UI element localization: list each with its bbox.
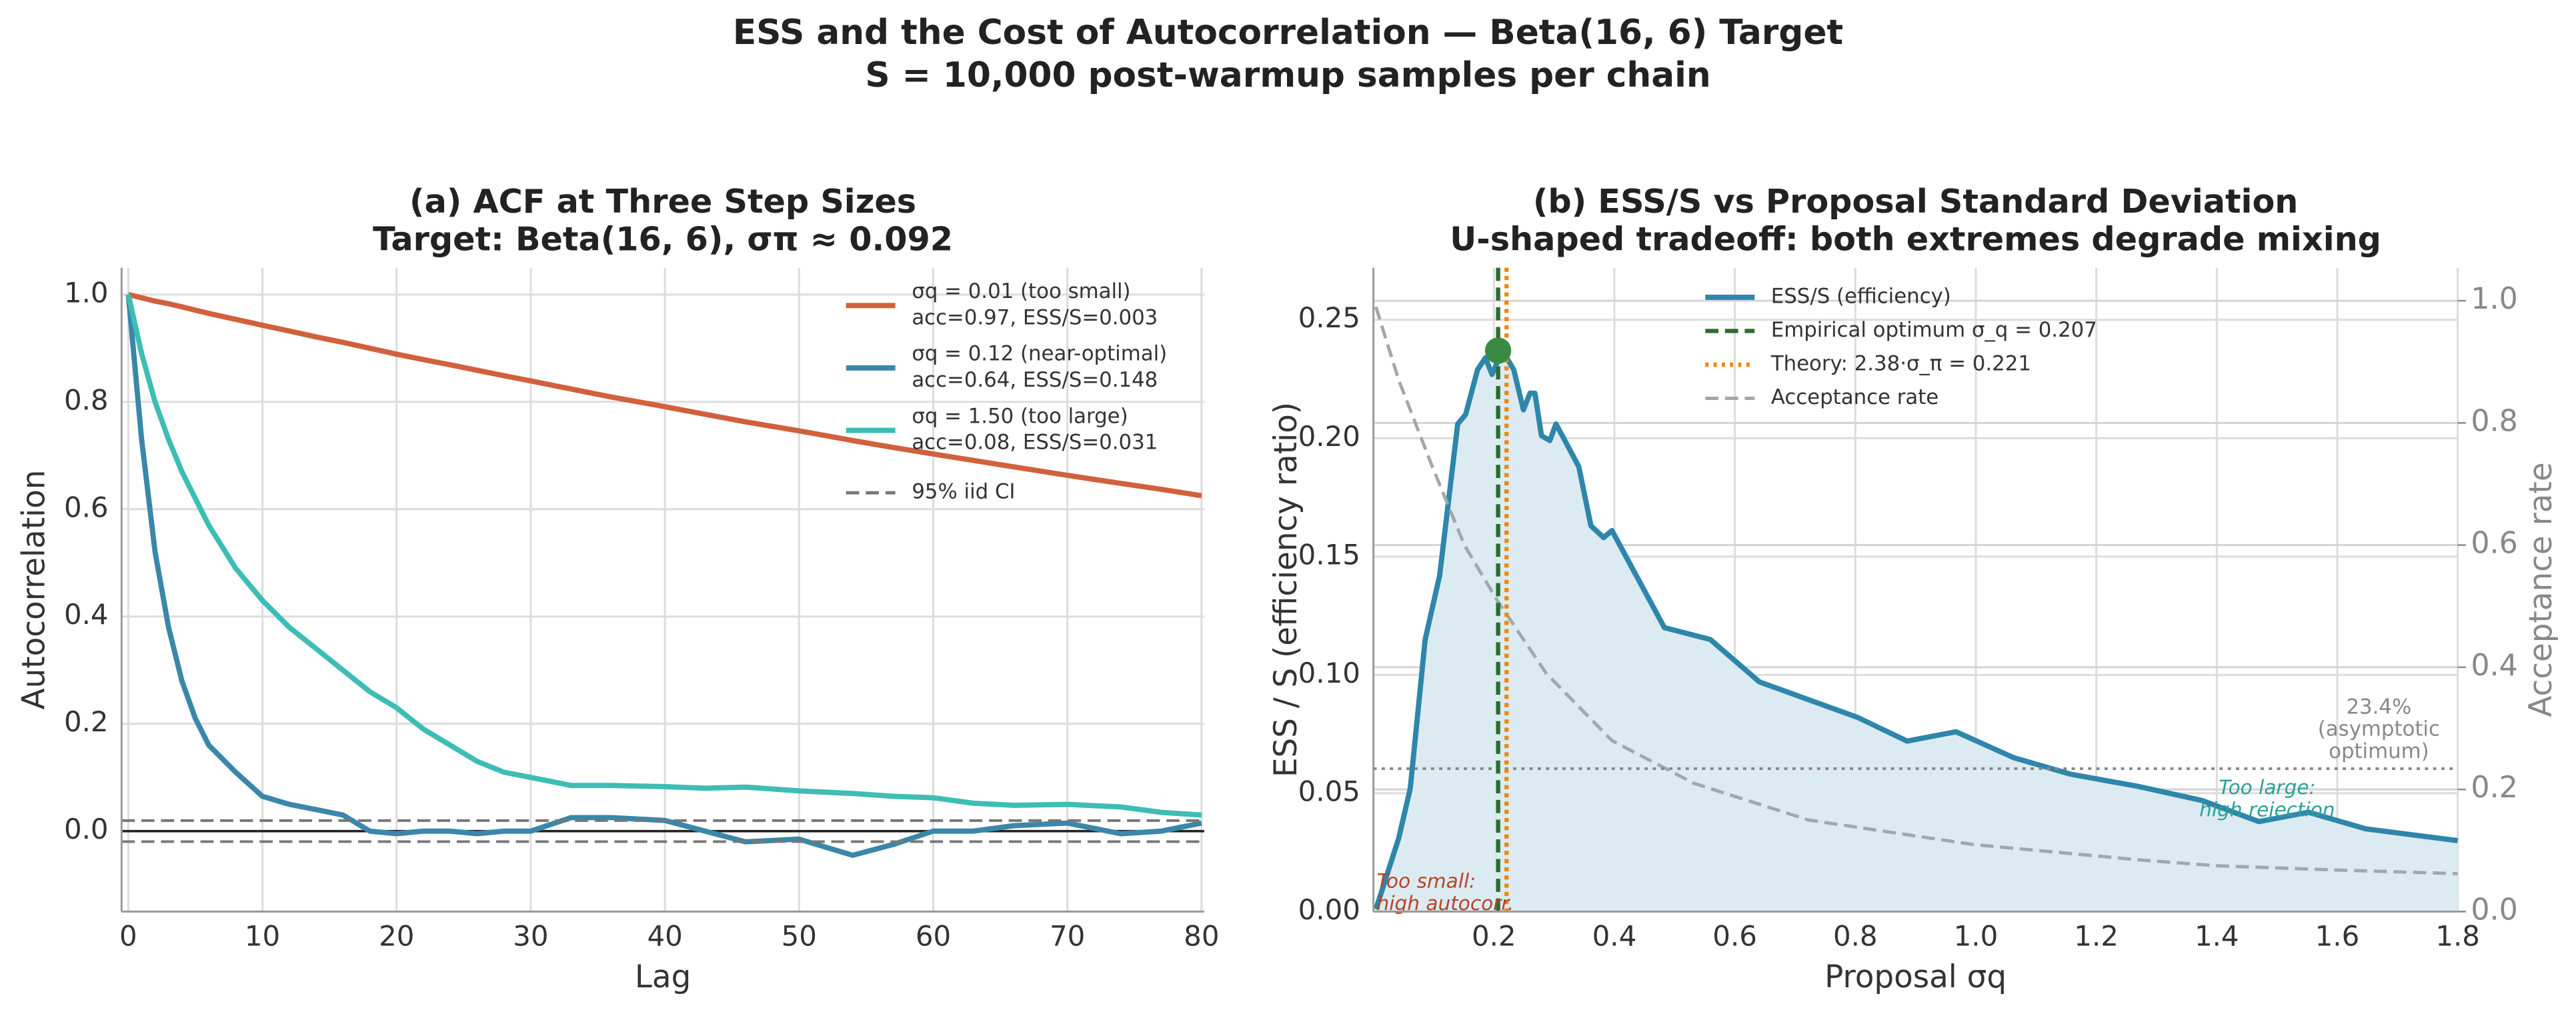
y-tick-label: 0.8 bbox=[64, 383, 109, 416]
panel-subtitle: U-shaped tradeoff: both extremes degrade… bbox=[1450, 220, 2381, 259]
x-axis-label: Proposal σq bbox=[1824, 959, 2007, 995]
x-tick-label: 0.8 bbox=[1833, 919, 1878, 952]
legend-label: σq = 0.01 (too small) bbox=[912, 279, 1130, 303]
reference-label: optimum) bbox=[2329, 739, 2429, 763]
y-tick-label: 0.0 bbox=[64, 813, 109, 845]
series-line bbox=[125, 293, 1202, 818]
y-tick-label: 0.00 bbox=[1298, 893, 1360, 926]
x-tick-label: 1.2 bbox=[2074, 919, 2119, 952]
x-tick-label: 1.8 bbox=[2435, 919, 2480, 952]
y-tick-label: 0.20 bbox=[1298, 420, 1360, 453]
x-tick-label: 70 bbox=[1050, 919, 1085, 952]
figure-title: ESS and the Cost of Autocorrelation — Be… bbox=[733, 13, 1843, 53]
x-tick-label: 1.4 bbox=[2195, 919, 2239, 952]
y2-tick-label: 0.8 bbox=[2471, 404, 2518, 438]
figure-subtitle: S = 10,000 post-warmup samples per chain bbox=[865, 55, 1710, 95]
y-tick-label: 0.25 bbox=[1298, 301, 1360, 334]
x-tick-label: 40 bbox=[647, 919, 682, 952]
x-tick-label: 80 bbox=[1184, 919, 1219, 952]
y2-tick-label: 0.6 bbox=[2471, 527, 2518, 561]
reference-label: 23.4% bbox=[2346, 695, 2411, 719]
legend-note: acc=0.97, ESS/S=0.003 bbox=[912, 306, 1158, 330]
legend-label: Empirical optimum σ_q = 0.207 bbox=[1771, 318, 2097, 342]
reference-label: (asymptotic bbox=[2318, 717, 2440, 741]
legend-note: acc=0.64, ESS/S=0.148 bbox=[912, 368, 1158, 392]
y-tick-label: 0.4 bbox=[64, 598, 109, 631]
y2-axis-label: Acceptance rate bbox=[2523, 462, 2559, 717]
legend-label: ESS/S (efficiency) bbox=[1771, 284, 1951, 308]
x-tick-label: 20 bbox=[379, 919, 414, 952]
annotation: Too small: bbox=[1377, 870, 1476, 893]
panel-title: (b) ESS/S vs Proposal Standard Deviation bbox=[1533, 182, 2299, 221]
legend-note: acc=0.08, ESS/S=0.031 bbox=[912, 431, 1158, 455]
y-tick-label: 0.15 bbox=[1298, 538, 1360, 571]
panel-title: (a) ACF at Three Step Sizes bbox=[409, 182, 916, 221]
x-axis-label: Lag bbox=[635, 959, 691, 995]
x-tick-label: 1.6 bbox=[2315, 919, 2360, 952]
legend-label: Acceptance rate bbox=[1771, 385, 1939, 409]
x-tick-label: 60 bbox=[916, 919, 951, 952]
x-tick-label: 1.0 bbox=[1954, 919, 1999, 952]
y-axis-label: Autocorrelation bbox=[17, 470, 53, 710]
legend-label: σq = 1.50 (too large) bbox=[912, 404, 1128, 428]
y2-tick-label: 1.0 bbox=[2471, 282, 2518, 316]
series-line bbox=[1373, 347, 2459, 911]
y-tick-label: 1.0 bbox=[64, 276, 109, 309]
y2-tick-label: 0.2 bbox=[2471, 771, 2518, 805]
series-line bbox=[127, 291, 1202, 499]
y-tick-label: 0.05 bbox=[1298, 775, 1360, 807]
optimum-marker bbox=[1484, 337, 1512, 364]
legend-label: 95% iid CI bbox=[912, 480, 1015, 504]
series-line bbox=[125, 294, 1202, 858]
series-line bbox=[1374, 306, 2458, 875]
y-tick-label: 0.6 bbox=[64, 491, 109, 523]
x-tick-label: 0.6 bbox=[1712, 919, 1757, 952]
y2-tick-label: 0.0 bbox=[2471, 893, 2518, 927]
annotation: high rejection bbox=[2199, 798, 2335, 821]
x-tick-label: 50 bbox=[782, 919, 817, 952]
x-tick-label: 0.2 bbox=[1472, 919, 1516, 952]
annotation: Too large: bbox=[2219, 776, 2315, 799]
x-tick-label: 10 bbox=[245, 919, 280, 952]
y-tick-label: 0.10 bbox=[1298, 657, 1360, 689]
panel-subtitle: Target: Beta(16, 6), σπ ≈ 0.092 bbox=[373, 220, 953, 259]
x-tick-label: 0.4 bbox=[1592, 919, 1637, 952]
legend-label: Theory: 2.38·σ_π = 0.221 bbox=[1770, 351, 2031, 375]
x-tick-label: 0 bbox=[119, 919, 137, 952]
y2-tick-label: 0.4 bbox=[2471, 649, 2518, 683]
area bbox=[1376, 350, 2458, 912]
y-tick-label: 0.2 bbox=[64, 705, 109, 738]
x-tick-label: 30 bbox=[513, 919, 548, 952]
legend-label: σq = 0.12 (near-optimal) bbox=[912, 342, 1167, 366]
y-axis-label: ESS / S (efficiency ratio) bbox=[1268, 402, 1304, 777]
